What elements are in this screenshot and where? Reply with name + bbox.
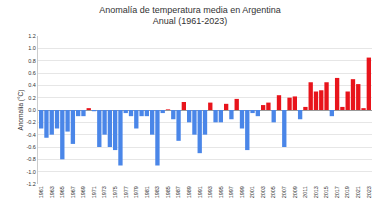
svg-text:0.4: 0.4 xyxy=(28,82,36,88)
svg-text:Anomalía (°C): Anomalía (°C) xyxy=(17,90,25,131)
svg-text:2001: 2001 xyxy=(249,186,255,198)
svg-text:-0.6: -0.6 xyxy=(26,144,35,150)
svg-text:2007: 2007 xyxy=(281,186,287,198)
svg-text:1981: 1981 xyxy=(144,186,150,198)
svg-text:-0.8: -0.8 xyxy=(26,156,35,162)
svg-text:1987: 1987 xyxy=(175,186,181,198)
svg-text:2005: 2005 xyxy=(270,186,276,198)
svg-text:2013: 2013 xyxy=(313,186,319,198)
svg-text:1985: 1985 xyxy=(165,186,171,198)
svg-text:0.8: 0.8 xyxy=(28,58,36,64)
svg-text:2011: 2011 xyxy=(302,186,308,198)
svg-text:1993: 1993 xyxy=(207,186,213,198)
svg-text:1969: 1969 xyxy=(80,186,86,198)
svg-text:1997: 1997 xyxy=(228,186,234,198)
svg-text:2023: 2023 xyxy=(366,186,372,198)
svg-text:-0.2: -0.2 xyxy=(26,119,35,125)
svg-text:Anomalía de temperatura media: Anomalía de temperatura media en Argenti… xyxy=(99,5,281,27)
svg-text:0.6: 0.6 xyxy=(28,70,36,76)
svg-text:1965: 1965 xyxy=(59,186,65,198)
svg-text:-1.0: -1.0 xyxy=(26,169,35,175)
svg-text:1971: 1971 xyxy=(91,186,97,198)
svg-text:1967: 1967 xyxy=(70,186,76,198)
svg-text:1.2: 1.2 xyxy=(28,33,36,39)
svg-text:0.0: 0.0 xyxy=(28,107,36,113)
svg-text:1961: 1961 xyxy=(38,186,44,198)
svg-text:1963: 1963 xyxy=(49,186,55,198)
svg-text:2017: 2017 xyxy=(334,186,340,198)
svg-text:1995: 1995 xyxy=(218,186,224,198)
svg-text:0.2: 0.2 xyxy=(28,95,36,101)
svg-text:2019: 2019 xyxy=(344,186,350,198)
svg-text:1983: 1983 xyxy=(154,186,160,198)
svg-text:1979: 1979 xyxy=(133,186,139,198)
svg-text:1.0: 1.0 xyxy=(28,45,36,51)
svg-text:1989: 1989 xyxy=(186,186,192,198)
svg-text:1975: 1975 xyxy=(112,186,118,198)
svg-text:-1.2: -1.2 xyxy=(26,181,35,187)
svg-text:-0.4: -0.4 xyxy=(26,132,35,138)
svg-text:1991: 1991 xyxy=(197,186,203,198)
svg-text:2015: 2015 xyxy=(323,186,329,198)
svg-text:1977: 1977 xyxy=(123,186,129,198)
svg-text:2009: 2009 xyxy=(292,186,298,198)
svg-text:2021: 2021 xyxy=(355,186,361,198)
svg-text:2003: 2003 xyxy=(260,186,266,198)
svg-text:1999: 1999 xyxy=(239,186,245,198)
svg-text:1973: 1973 xyxy=(101,186,107,198)
